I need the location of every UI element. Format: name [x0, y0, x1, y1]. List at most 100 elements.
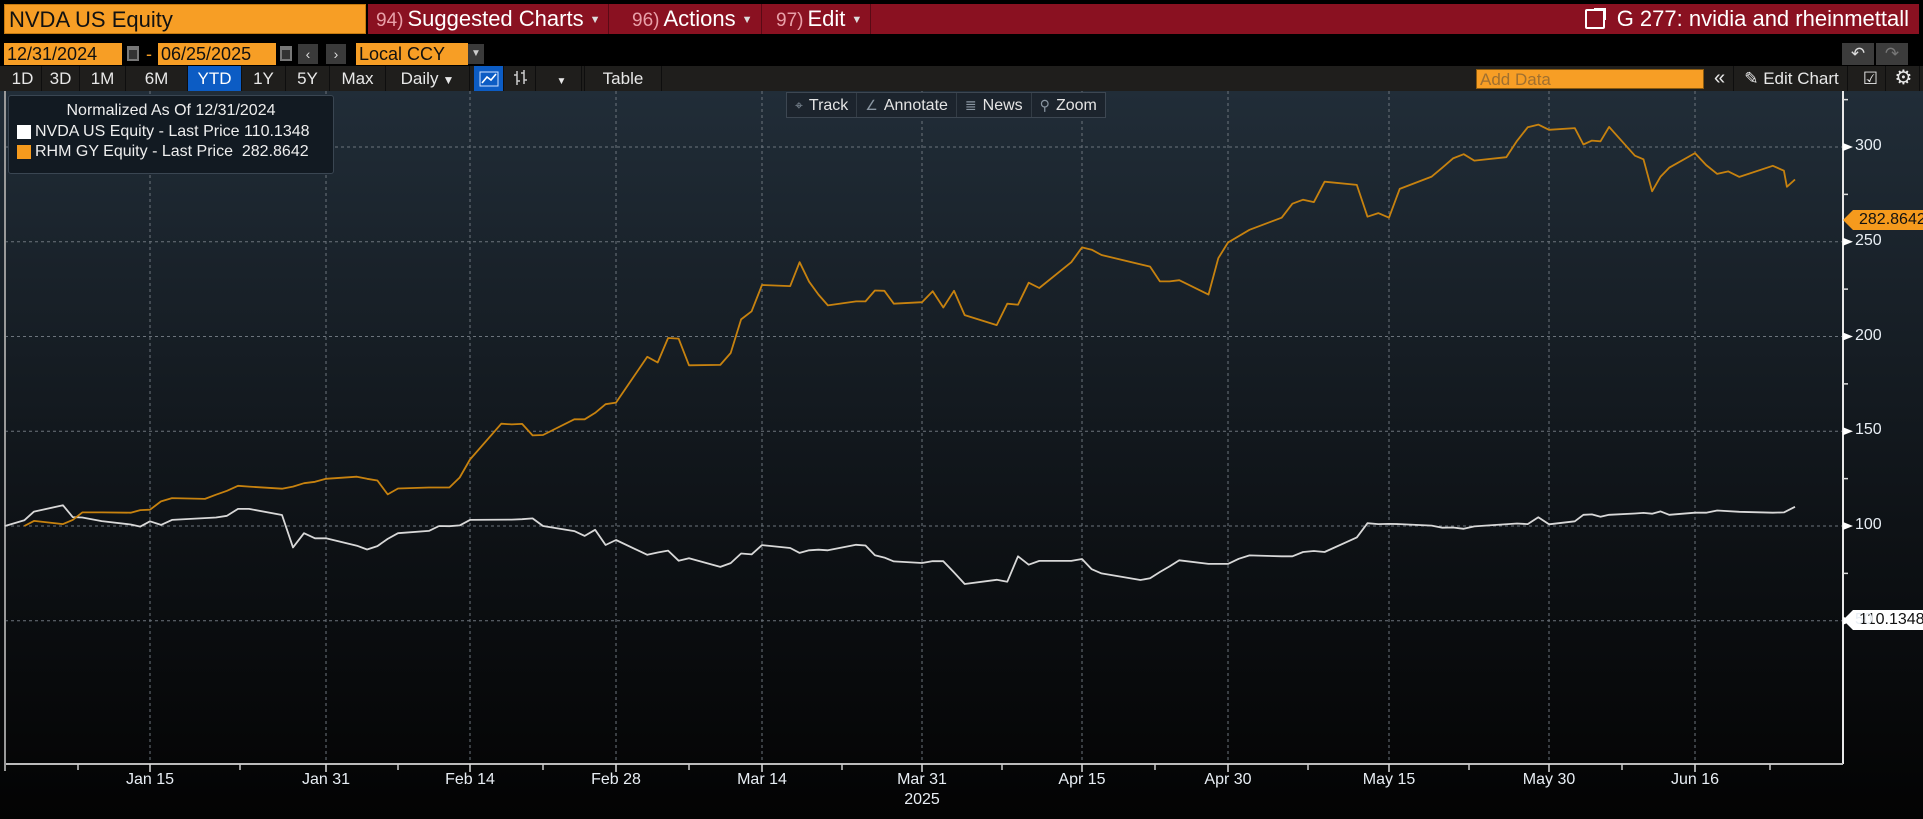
menu-number: 96) [632, 10, 660, 31]
chart-title-text: G 277: nvidia and rheinmettall [1616, 6, 1909, 31]
track-tool[interactable]: ⌖ Track [787, 93, 858, 117]
line-chart-button[interactable] [474, 66, 504, 91]
range-1d-button[interactable]: 1D [4, 66, 42, 91]
menu-label: Actions [663, 6, 736, 31]
prev-period-button[interactable]: ‹ [298, 44, 318, 64]
range-1m-button[interactable]: 1M [80, 66, 126, 91]
gear-icon: ⚙ [1894, 67, 1913, 89]
legend-item-rhm[interactable]: RHM GY Equity - Last Price 282.8642 [17, 142, 325, 162]
y-tick-label: 150 [1855, 421, 1882, 439]
chart-legend[interactable]: Normalized As Of 12/31/2024 NVDA US Equi… [8, 95, 334, 174]
legend-swatch [17, 125, 31, 139]
legend-swatch [17, 145, 31, 159]
security-input[interactable]: NVDA US Equity [4, 4, 366, 34]
y-tick-label: 200 [1855, 326, 1882, 344]
x-tick-label: Jan 15 [125, 771, 175, 788]
zoom-tool[interactable]: ⚲ Zoom [1032, 93, 1105, 117]
menu-number: 94) [376, 10, 404, 31]
crosshair-icon: ⌖ [795, 97, 803, 113]
end-date-field[interactable]: 06/25/2025 [158, 43, 276, 65]
range-max-button[interactable]: Max [330, 66, 386, 91]
edit-settings-button[interactable]: ☑ [1856, 66, 1886, 91]
legend-value: 110.1348 [243, 123, 310, 140]
collapse-button[interactable]: « [1706, 66, 1734, 91]
edit-menu[interactable]: 97) Edit ▼ [768, 4, 872, 34]
nvda-last-value-tag: 110.1348 [1843, 610, 1923, 630]
redo-button[interactable]: ↷ [1876, 43, 1908, 65]
bar-chart-button[interactable] [506, 66, 536, 91]
frequency-dropdown[interactable]: Daily ▼ [386, 66, 470, 91]
chart-tools: ⌖ Track ∠ Annotate ≣ News ⚲ Zoom [786, 92, 1106, 118]
x-tick-label: Jun 16 [1670, 771, 1720, 788]
caret-down-icon: ▼ [851, 14, 863, 27]
tool-label: Zoom [1055, 97, 1097, 114]
range-6m-button[interactable]: 6M [126, 66, 188, 91]
y-tick-label: 300 [1855, 137, 1882, 154]
edit-chart-label: Edit Chart [1763, 69, 1839, 88]
chart-area[interactable] [0, 91, 1923, 819]
start-date-field[interactable]: 12/31/2024 [4, 43, 122, 65]
caret-down-icon: ▼ [589, 14, 601, 27]
ohlc-bar-icon [513, 70, 527, 85]
x-tick-label: Apr 30 [1204, 771, 1252, 788]
x-tick-label: May 15 [1362, 771, 1416, 788]
news-icon: ≣ [964, 97, 977, 113]
x-tick-label: Apr 15 [1058, 771, 1106, 788]
x-tick-label: Jan 31 [301, 771, 351, 788]
y-major-tick [1843, 427, 1853, 436]
legend-label: NVDA US Equity - Last Price [35, 123, 240, 140]
calendar-icon[interactable] [127, 46, 139, 61]
table-button[interactable]: Table [584, 66, 662, 91]
chart-title[interactable]: G 277: nvidia and rheinmettall [1584, 4, 1909, 34]
edit-list-icon: ☑ [1862, 69, 1879, 88]
add-data-input[interactable]: Add Data [1476, 69, 1704, 89]
news-tool[interactable]: ≣ News [957, 93, 1032, 117]
external-link-icon[interactable] [1584, 8, 1606, 29]
frequency-label: Daily [400, 69, 439, 88]
x-tick-label: May 30 [1522, 771, 1576, 788]
magnifier-icon: ⚲ [1039, 97, 1050, 113]
range-5y-button[interactable]: 5Y [286, 66, 330, 91]
legend-title: Normalized As Of 12/31/2024 [66, 102, 276, 119]
rhm-last-value-tag: 282.8642 [1843, 210, 1923, 230]
y-tick-label: 250 [1855, 231, 1882, 249]
y-major-tick [1843, 332, 1853, 341]
calendar-icon[interactable] [280, 46, 292, 61]
undo-button[interactable]: ↶ [1842, 43, 1874, 65]
menu-label: Edit [807, 6, 846, 31]
legend-label: RHM GY Equity - Last Price [35, 143, 233, 160]
settings-button[interactable]: ⚙ [1888, 66, 1920, 91]
range-ytd-button[interactable]: YTD [188, 66, 242, 91]
suggested-charts-menu[interactable]: 94) Suggested Charts ▼ [368, 4, 610, 34]
x-tick-label: Mar 31 [897, 771, 947, 788]
caret-down-icon: ▼ [442, 73, 455, 87]
pencil-icon: ∠ [865, 97, 878, 113]
range-3d-button[interactable]: 3D [42, 66, 80, 91]
nvda-price-line[interactable] [4, 504, 1796, 585]
menu-number: 97) [776, 10, 804, 31]
y-major-tick [1843, 522, 1853, 530]
currency-select[interactable]: Local CCY [356, 43, 468, 65]
date-separator: - [146, 44, 152, 64]
chart-type-dropdown[interactable]: ▼ [542, 66, 582, 91]
pencil-icon: ✎ [1744, 69, 1759, 88]
y-major-tick [1843, 237, 1853, 246]
edit-chart-button[interactable]: ✎ Edit Chart [1736, 66, 1848, 91]
caret-down-icon: ▼ [556, 76, 567, 87]
range-1y-button[interactable]: 1Y [242, 66, 286, 91]
x-tick-label: Feb 28 [591, 771, 641, 788]
chevron-down-icon[interactable]: ▼ [468, 44, 484, 64]
tool-label: Track [808, 97, 849, 114]
legend-value: 282.8642 [241, 143, 309, 160]
price-chart[interactable] [0, 91, 1923, 819]
actions-menu[interactable]: 96) Actions ▼ [624, 4, 762, 34]
annotate-tool[interactable]: ∠ Annotate [857, 93, 957, 117]
next-period-button[interactable]: › [326, 44, 346, 64]
x-year-label: 2025 [904, 791, 940, 808]
menu-label: Suggested Charts [407, 6, 584, 31]
y-tick-label: 100 [1855, 516, 1882, 533]
rhm-price-line[interactable] [23, 123, 1796, 527]
line-chart-icon [479, 71, 498, 87]
legend-item-nvda[interactable]: NVDA US Equity - Last Price 110.1348 [17, 122, 325, 142]
x-tick-label: Mar 14 [737, 771, 787, 788]
